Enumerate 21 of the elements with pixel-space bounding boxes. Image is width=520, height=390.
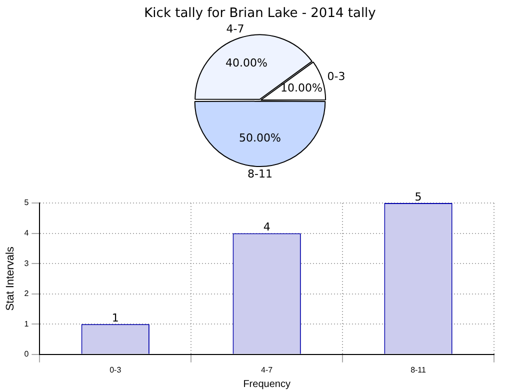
x-tick-label: 8-11 [410,365,427,374]
slice-label: 4-7 [226,22,244,36]
y-tick-label: 2 [24,289,30,298]
x-tick-label: 4-7 [261,365,274,374]
data-label: 5 [414,190,422,204]
y-tick-label: 0 [24,350,30,359]
data-label: 10.00% [280,81,322,94]
data-label: 40.00% [226,56,268,70]
data-label: 4 [263,220,270,234]
data-label: 1 [112,311,119,324]
x-axis-title: Frequency [243,378,290,390]
y-tick-label: 3 [24,258,30,268]
slice-label: 0-3 [327,70,346,84]
x-tick-label: 0-3 [110,365,122,374]
y-tick-label: 1 [24,319,30,328]
y-tick-label: 4 [24,228,30,238]
y-axis-title: Stat Intervals [4,246,17,311]
data-label: 50.00% [239,132,281,145]
chart-title: Kick tally for Brian Lake - 2014 tally [144,6,376,22]
slice-label: 8-11 [248,167,272,180]
y-tick-label: 5 [24,198,30,208]
